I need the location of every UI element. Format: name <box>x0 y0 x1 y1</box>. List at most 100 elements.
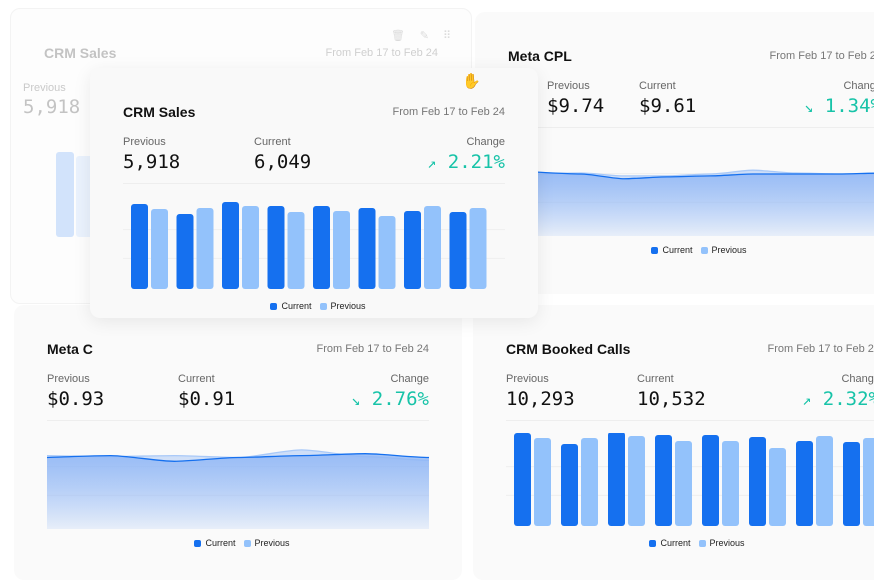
bar-current <box>177 214 194 289</box>
bar-previous <box>534 438 551 526</box>
chart <box>123 196 505 292</box>
current-value: 10,532 <box>637 388 706 410</box>
bar-current <box>268 206 285 289</box>
widget-title: Meta C <box>47 341 93 357</box>
bar-current <box>796 441 813 526</box>
legend-current: Current <box>205 538 235 548</box>
trash-icon[interactable]: 🗑 <box>391 29 405 42</box>
bar-previous <box>242 206 259 289</box>
legend-previous: Previous <box>331 301 366 311</box>
bar-current <box>131 204 148 289</box>
widget-date-range: From Feb 17 to Feb 24 <box>393 106 506 118</box>
current-value: $0.91 <box>178 388 235 410</box>
legend-swatch-previous <box>320 303 327 310</box>
bar-current <box>404 211 421 289</box>
bar-previous <box>863 438 874 526</box>
legend-current: Current <box>660 538 690 548</box>
chart-legend: Current Previous <box>90 301 538 311</box>
previous-value: 5,918 <box>23 96 80 118</box>
bar-previous <box>769 448 786 526</box>
edit-icon[interactable]: ✎ <box>420 29 429 42</box>
bar-previous <box>379 216 396 289</box>
legend-swatch-current <box>649 540 656 547</box>
bar-current <box>222 202 239 289</box>
trend-down-icon: ↘ <box>351 391 360 409</box>
legend-swatch-previous <box>244 540 251 547</box>
widget-title: CRM Sales <box>44 45 116 61</box>
chart <box>506 433 874 529</box>
previous-value: $9.74 <box>547 95 604 117</box>
legend-swatch-previous <box>699 540 706 547</box>
grab-cursor-icon: ✋ <box>462 72 481 90</box>
widget-title: CRM Booked Calls <box>506 341 630 357</box>
legend-current: Current <box>662 245 692 255</box>
bar-current <box>561 444 578 526</box>
bar-previous <box>197 208 214 289</box>
change-value: 2.21% <box>448 151 505 173</box>
chart-legend: Current Previous <box>14 538 462 548</box>
widget-date-range: From Feb 17 to Feb 24 <box>317 343 430 355</box>
bar-current <box>313 206 330 289</box>
change-value: 2.76% <box>372 388 429 410</box>
divider <box>47 420 429 421</box>
bar-previous <box>151 209 168 289</box>
previous-label: Previous <box>47 373 90 385</box>
widget-title: Meta CPL <box>508 48 572 64</box>
change-label: Change <box>390 373 429 385</box>
legend-previous: Previous <box>255 538 290 548</box>
previous-value: $0.93 <box>47 388 104 410</box>
current-label: Current <box>639 80 676 92</box>
area-current <box>538 172 874 236</box>
change-label: Change <box>466 136 505 148</box>
current-value: $9.61 <box>639 95 696 117</box>
legend-swatch-current <box>651 247 658 254</box>
divider <box>506 420 874 421</box>
legend-swatch-previous <box>701 247 708 254</box>
bar-previous <box>722 441 739 526</box>
current-label: Current <box>637 373 674 385</box>
change-label: Change <box>843 80 874 92</box>
widget-date-range: From Feb 17 to Feb 24 <box>770 50 874 62</box>
chart <box>508 140 874 236</box>
area-current <box>47 454 429 529</box>
previous-label: Previous <box>23 82 66 94</box>
widget-date-range: From Feb 17 to Feb 24 <box>326 47 439 59</box>
bar-current <box>843 442 860 526</box>
drag-grip-icon[interactable]: ⠿ <box>443 29 451 42</box>
bar-previous <box>628 436 645 526</box>
bar-previous <box>581 438 598 526</box>
bar-current <box>749 437 766 526</box>
legend-previous: Previous <box>712 245 747 255</box>
divider <box>508 127 874 128</box>
bar-current <box>608 433 625 526</box>
current-label: Current <box>254 136 291 148</box>
widget-meta-c[interactable]: Meta C From Feb 17 to Feb 24 Previous $0… <box>14 305 462 580</box>
previous-label: Previous <box>506 373 549 385</box>
bar-previous <box>816 436 833 526</box>
widget-title: CRM Sales <box>123 104 195 120</box>
previous-label: Previous <box>547 80 590 92</box>
bar-previous <box>333 211 350 289</box>
widget-crm-sales-dragging[interactable]: CRM Sales From Feb 17 to Feb 24 Previous… <box>90 68 538 318</box>
legend-current: Current <box>281 301 311 311</box>
previous-value: 10,293 <box>506 388 575 410</box>
current-value: 6,049 <box>254 151 311 173</box>
widget-crm-booked-calls[interactable]: CRM Booked Calls From Feb 17 to Feb 24 P… <box>473 305 874 580</box>
bar-current <box>655 435 672 526</box>
current-label: Current <box>178 373 215 385</box>
bar-previous <box>288 212 305 289</box>
chart <box>47 433 429 529</box>
bar-current <box>702 435 719 526</box>
widget-date-range: From Feb 17 to Feb 24 <box>768 343 874 355</box>
bar-previous <box>470 208 487 289</box>
change-value: 1.34% <box>825 95 874 117</box>
bar-current <box>514 433 531 526</box>
bar-current <box>450 212 467 289</box>
bar-previous <box>675 441 692 526</box>
trend-up-icon: ↗ <box>427 154 436 172</box>
trend-up-icon: ↗ <box>802 391 811 409</box>
bar-previous <box>424 206 441 289</box>
bar-current <box>359 208 376 289</box>
change-value: 2.32% <box>823 388 874 410</box>
